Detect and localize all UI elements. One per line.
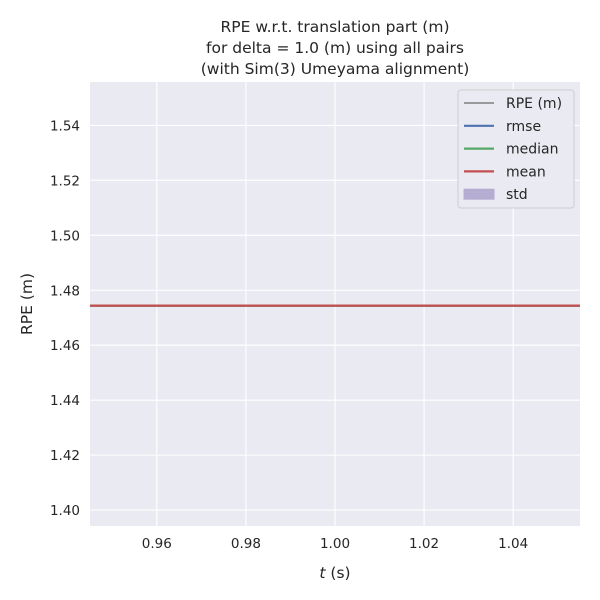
- chart-title-line-1: RPE w.r.t. translation part (m): [220, 18, 449, 36]
- x-axis-label: t (s): [319, 564, 350, 582]
- legend-std-swatch: [463, 188, 495, 200]
- x-tick-labels: 0.96 0.98 1.00 1.02 1.04: [142, 536, 528, 552]
- legend-std-label: std: [506, 187, 528, 203]
- y-axis-label: RPE (m): [18, 273, 36, 335]
- y-tick-label: 1.46: [50, 338, 80, 354]
- y-tick-label: 1.48: [50, 283, 80, 299]
- y-tick-label: 1.54: [50, 118, 80, 134]
- chart-title-line-3: (with Sim(3) Umeyama alignment): [201, 60, 470, 78]
- y-tick-label: 1.40: [50, 503, 80, 519]
- y-tick-label: 1.52: [50, 173, 80, 189]
- legend-rpe-m-label: RPE (m): [506, 96, 562, 112]
- x-tick-label: 1.04: [498, 536, 528, 552]
- x-tick-label: 1.00: [320, 536, 350, 552]
- y-tick-labels: 1.40 1.42 1.44 1.46 1.48 1.50 1.52 1.54: [50, 118, 80, 519]
- y-tick-label: 1.44: [50, 393, 80, 409]
- x-tick-label: 0.96: [142, 536, 172, 552]
- x-tick-label: 1.02: [409, 536, 439, 552]
- x-axis-label-unit: (s): [325, 564, 350, 582]
- x-tick-label: 0.98: [231, 536, 261, 552]
- chart-title-line-2: for delta = 1.0 (m) using all pairs: [206, 39, 464, 57]
- legend-median-label: median: [506, 142, 558, 158]
- legend-rmse-label: rmse: [506, 119, 541, 135]
- legend-mean-label: mean: [506, 164, 546, 180]
- y-tick-label: 1.42: [50, 448, 80, 464]
- x-axis-label-italic: t: [319, 564, 326, 582]
- legend-box: [457, 89, 575, 209]
- y-tick-label: 1.50: [50, 228, 80, 244]
- grid-lines: [90, 82, 580, 526]
- legend: RPE (m) rmse median mean std: [457, 89, 575, 209]
